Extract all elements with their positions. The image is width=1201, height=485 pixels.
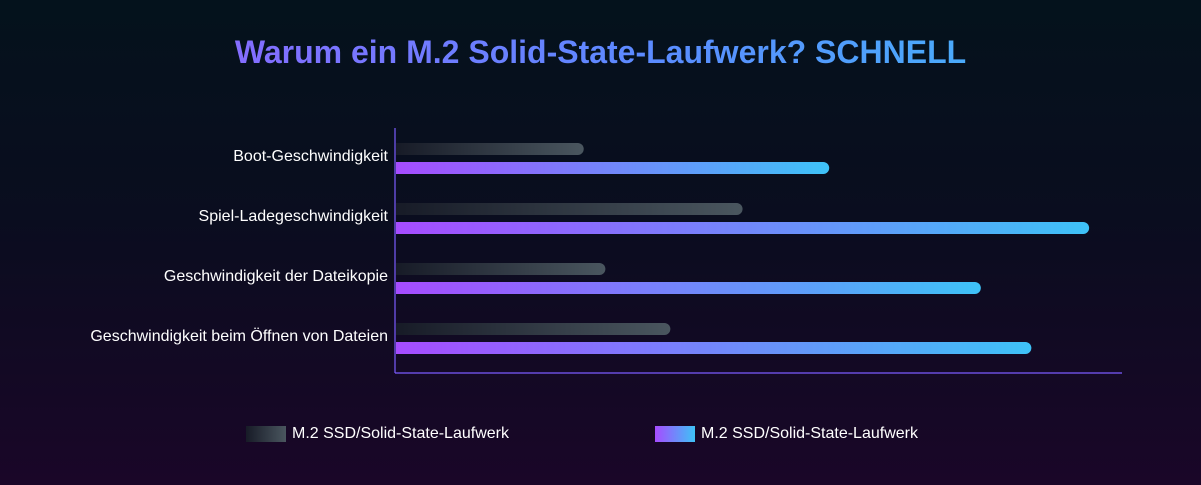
bar-series-a (396, 263, 606, 275)
legend-label-series-a: M.2 SSD/Solid-State-Laufwerk (292, 425, 509, 442)
bar-series-a (396, 143, 584, 155)
legend-swatch-series-a (246, 426, 286, 442)
chart-title: Warum ein M.2 Solid-State-Laufwerk? SCHN… (0, 34, 1201, 71)
legend-item-series-a: M.2 SSD/Solid-State-Laufwerk (246, 424, 509, 444)
bar-series-b (396, 222, 1090, 234)
bar-series-b (396, 162, 830, 174)
legend-label-series-b: M.2 SSD/Solid-State-Laufwerk (701, 425, 918, 442)
category-label: Geschwindigkeit beim Öffnen von Dateien (90, 327, 388, 345)
category-label: Geschwindigkeit der Dateikopie (164, 268, 388, 285)
category-label: Boot-Geschwindigkeit (233, 148, 388, 165)
category-label: Spiel-Ladegeschwindigkeit (199, 208, 389, 225)
bar-series-a (396, 203, 743, 215)
legend-swatch-series-b (655, 426, 695, 442)
bar-series-a (396, 323, 671, 335)
bar-series-b (396, 282, 981, 294)
legend-item-series-b: M.2 SSD/Solid-State-Laufwerk (655, 424, 918, 444)
bar-series-b (396, 342, 1032, 354)
